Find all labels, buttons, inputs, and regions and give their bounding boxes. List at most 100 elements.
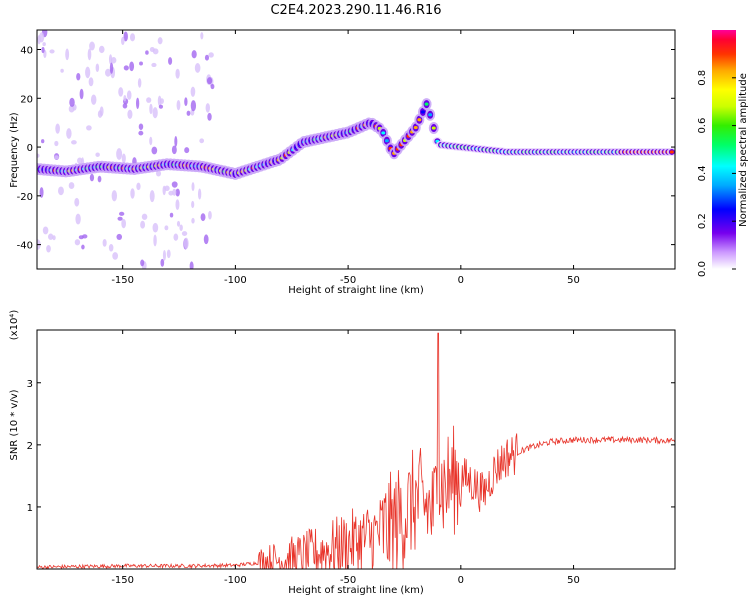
snr-y-multiplier: (x10⁴) [9,310,20,341]
noise-speck [151,62,157,68]
noise-speck [141,213,148,220]
noise-speck [69,97,75,107]
noise-speck [41,46,45,54]
noise-speck [206,77,213,85]
x-tick-label: 50 [567,575,580,586]
noise-speck [129,61,135,72]
noise-speck [102,239,107,247]
noise-speck [41,139,45,144]
noise-speck [200,213,206,222]
noise-speck [168,190,174,196]
noise-speck [111,190,118,202]
noise-speck [123,95,127,102]
noise-speck [95,63,100,73]
noise-speck [54,155,59,160]
y-tick-label: -40 [17,241,33,252]
noise-speck [118,87,124,97]
ridge-core [413,125,418,130]
y-tick-label: 2 [27,441,33,452]
noise-speck [191,182,195,192]
noise-speck [39,32,45,43]
noise-speck [74,239,81,246]
noise-speck [117,216,123,221]
noise-speck [179,224,183,231]
snr-y-ticks: 1 2 3 [27,379,675,514]
x-tick-label: -150 [111,275,134,286]
spectrogram-x-label: Height of straight line (km) [288,285,424,296]
noise-speck [203,234,209,245]
noise-speck [139,61,143,66]
noise-speck [191,217,195,224]
noise-speck [39,187,44,198]
noise-speck [121,218,127,229]
noise-speck [42,42,46,47]
x-tick-label: 0 [458,275,464,286]
noise-speck [146,97,152,103]
noise-speck [157,37,163,45]
noise-speck [74,197,80,207]
noise-speck [55,123,60,134]
noise-speck [126,90,132,100]
noise-speck [110,57,117,64]
noise-speck [109,62,114,74]
x-tick-label: -50 [340,575,356,586]
noise-speck [162,249,166,261]
noise-speck [48,233,54,240]
noise-speck [197,188,202,200]
colorbar-tick-label: 0.4 [697,165,708,181]
snr-x-label: Height of straight line (km) [288,585,424,596]
spectrogram-x-ticks: -150 -100 -50 0 50 [111,30,580,286]
snr-marks [37,332,675,569]
noise-speck [155,170,162,177]
noise-speck [149,103,153,115]
noise-speck [85,66,91,79]
spectrogram-marks [37,30,675,269]
y-tick-label: 20 [20,94,33,105]
noise-speck [71,140,77,145]
noise-speck [199,138,205,144]
colorbar-label: Normalized spectral amplitude [738,73,749,227]
noise-speck [90,94,97,105]
noise-speck [207,112,212,121]
noise-speck [194,63,201,73]
x-tick-label: -50 [340,275,356,286]
noise-speck [82,234,88,239]
noise-speck [116,148,123,160]
noise-speck [116,233,123,241]
noise-speck [46,245,51,253]
noise-speck [87,48,92,61]
x-tick-label: 50 [567,275,580,286]
noise-speck [149,190,155,203]
noise-speck [136,182,141,191]
spectrogram-frame [36,29,676,270]
noise-speck [138,123,144,130]
noise-speck [95,152,100,157]
noise-speck [105,68,111,77]
noise-speck [42,226,49,235]
noise-speck [140,259,145,267]
colorbar-tick-label: 0.8 [697,70,708,86]
noise-speck [173,233,179,241]
y-tick-label: -20 [17,192,33,203]
spectrogram-panel: -150 -100 -50 0 50 -40 -20 0 20 40 Height of str… [9,29,676,296]
noise-speck [176,220,181,227]
noise-speck [138,130,144,136]
y-tick-label: 0 [27,143,33,154]
spectrogram-y-label: Frequency (Hz) [9,112,20,188]
noise-speck [135,97,140,110]
noise-speck [97,175,102,183]
noise-speck [149,136,153,146]
noise-speck [68,105,75,113]
noise-speck [99,106,104,117]
noise-speck [75,213,81,225]
noise-speck [204,54,210,61]
noise-speck [175,188,180,197]
colorbar-tick-label: 0.2 [697,213,708,229]
noise-speck [191,200,195,209]
noise-speck [112,252,119,260]
noise-speck [121,153,126,164]
ridge-core [669,150,674,154]
noise-speck [65,48,70,61]
noise-speck [98,45,105,54]
noise-speck [191,50,197,59]
